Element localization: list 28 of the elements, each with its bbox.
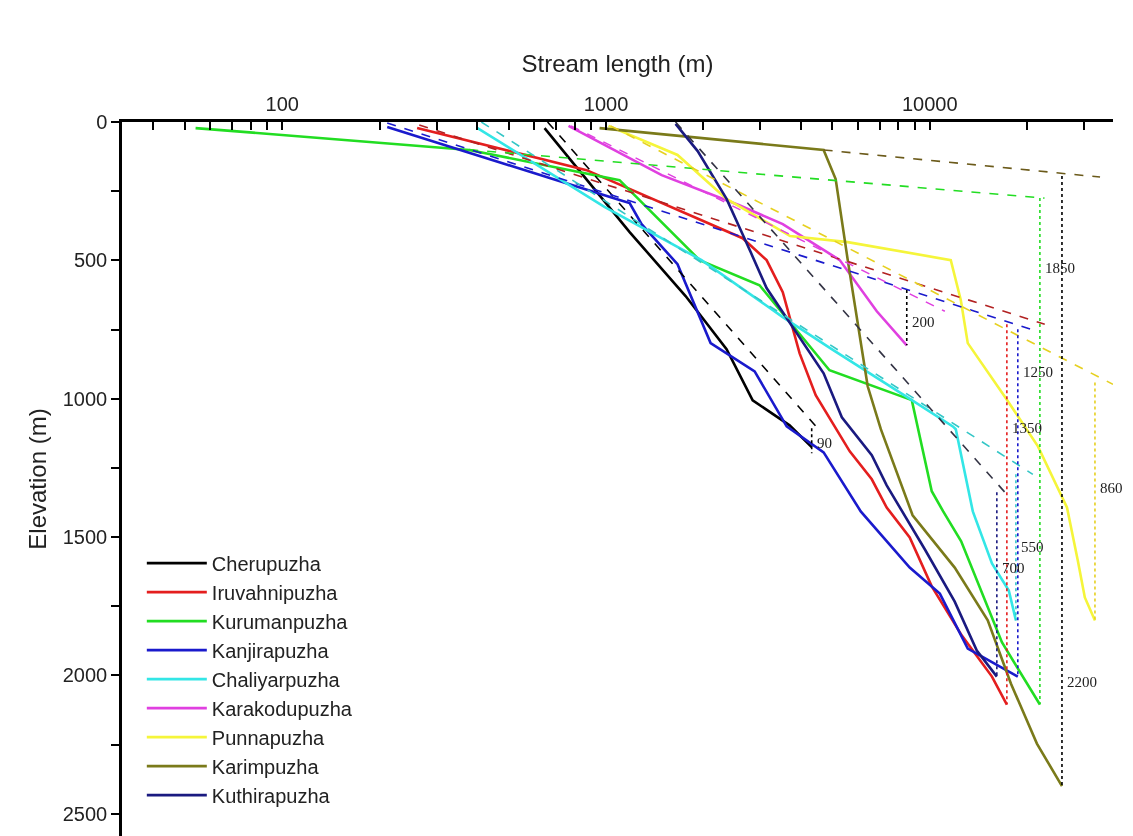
legend-label: Cherupuzha: [211, 552, 322, 575]
x-tick-label: 1000: [583, 93, 629, 116]
y-tick-label: 500: [73, 249, 108, 272]
y-tick-label: 1500: [62, 526, 108, 549]
legend-label: Karakodupuzha: [211, 697, 353, 720]
y-tick-label: 2000: [62, 664, 108, 687]
x-tick-label: 10000: [901, 93, 958, 116]
y-tick-label: 1000: [62, 387, 108, 410]
legend-label: Iruvahnipuzha: [211, 581, 339, 604]
annotation: 200: [912, 314, 935, 330]
y-tick-label: 0: [96, 111, 108, 133]
annotation: 2200: [1067, 674, 1097, 690]
annotation: 700: [1002, 560, 1025, 576]
legend-label: Kanjirapuzha: [211, 639, 330, 662]
y-axis-title: Elevation (m): [23, 408, 51, 550]
x-tick-label: 100: [265, 93, 299, 116]
legend-label: Punnapuzha: [211, 726, 326, 749]
legend-label: Kuthirapuzha: [211, 784, 331, 807]
annotation: 1250: [1023, 364, 1053, 380]
legend-label: Chaliyarpuzha: [211, 668, 341, 691]
annotation: 1850: [1045, 260, 1075, 276]
annotation: 860: [1100, 480, 1123, 496]
y-tick-label: 2500: [62, 802, 108, 825]
x-axis-title: Stream length (m): [521, 50, 714, 78]
legend-label: Kurumanpuzha: [211, 610, 349, 633]
legend-label: Karimpuzha: [211, 755, 320, 778]
annotation: 90: [817, 435, 832, 451]
annotation: 550: [1021, 539, 1044, 555]
